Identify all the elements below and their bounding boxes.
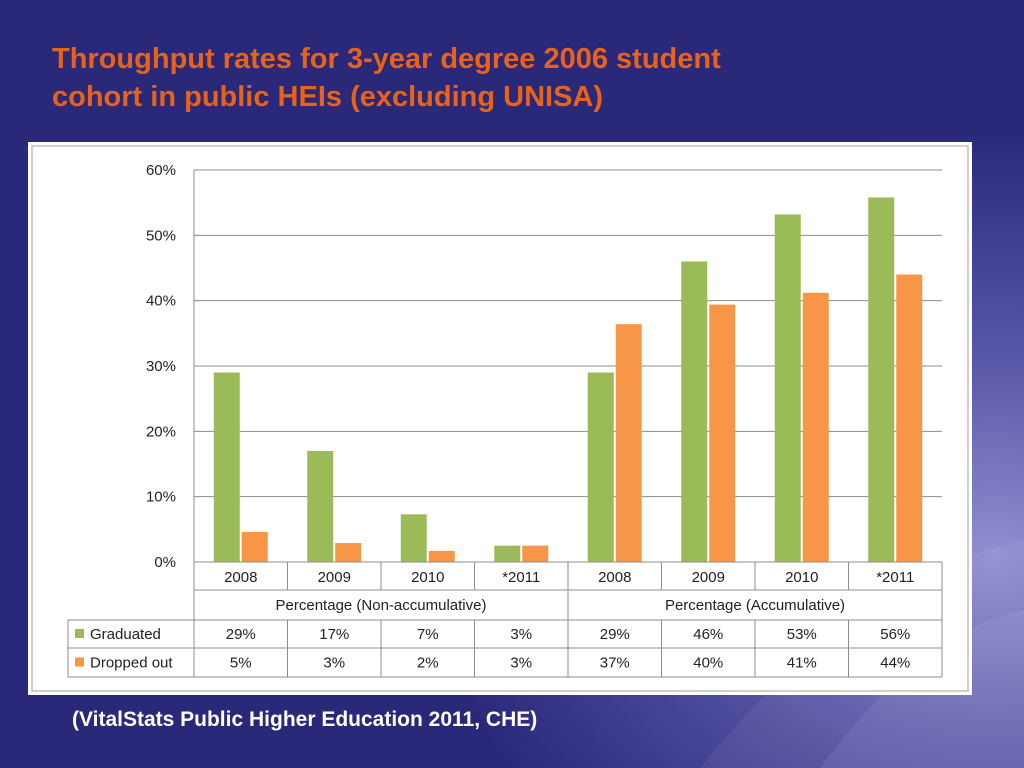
data-label: 2% [417,655,439,672]
bar-graduated [213,372,240,562]
data-label: 37% [600,655,630,672]
y-tick-label: 0% [154,554,176,571]
legend-key-graduated [75,629,84,638]
y-tick-label: 50% [146,227,176,244]
data-label: 7% [417,626,439,643]
y-tick-label: 30% [146,358,176,375]
bar-graduated [587,372,614,562]
bar-dropped-out [709,304,736,562]
title-line-2: cohort in public HEIs (excluding UNISA) [52,81,604,113]
chart: 0% 10% 20% 30% 40% 50% 60% 2008 2009 2010 *2011 200… [31,145,969,692]
chart-frame [31,145,969,692]
data-label: 29% [226,626,256,643]
bar-dropped-out [896,274,923,562]
title-line-1: Throughput rates for 3-year degree 2006 … [52,43,721,75]
legend-label: Graduated [90,626,161,643]
bar-graduated [774,214,801,562]
data-label: 17% [319,626,349,643]
legend-key-dropped-out [75,657,84,667]
legend-label: Dropped out [90,655,173,672]
data-label: 56% [880,626,910,643]
chart-panel: 0% 10% 20% 30% 40% 50% 60% 2008 2009 2010 *2011 200… [28,142,972,695]
data-label: 3% [323,655,345,672]
bar-graduated [868,197,895,562]
slide-title: Throughput rates for 3-year degree 2006 … [52,40,912,116]
bar-graduated [681,261,708,562]
bar-dropped-out [428,550,455,562]
category-label: 2008 [224,569,257,586]
bar-dropped-out [241,531,268,562]
data-label: 46% [693,626,723,643]
category-label: 2010 [785,569,818,586]
bar-graduated [307,450,334,562]
data-label: 5% [230,655,252,672]
bar-dropped-out [335,543,362,562]
group-label: Percentage (Non-accumulative) [276,597,487,614]
bar-graduated [494,545,521,562]
category-label: 2008 [598,569,631,586]
y-tick-label: 20% [146,423,176,440]
data-label: 3% [510,626,532,643]
bar-graduated [400,514,427,562]
y-tick-label: 60% [146,162,176,179]
data-label: 44% [880,655,910,672]
bar-dropped-out [522,545,549,562]
data-label: 40% [693,655,723,672]
source-citation: (VitalStats Public Higher Education 2011… [72,708,538,731]
bar-dropped-out [802,292,829,562]
y-tick-label: 40% [146,293,176,310]
data-label: 29% [600,626,630,643]
bar-dropped-out [615,324,642,562]
category-label: *2011 [502,569,540,586]
category-label: *2011 [876,569,914,586]
category-label: 2009 [318,569,351,586]
category-label: 2009 [692,569,725,586]
category-label: 2010 [411,569,444,586]
group-label: Percentage (Accumulative) [665,597,845,614]
data-label: 3% [510,655,532,672]
data-label: 53% [787,626,817,643]
data-label: 41% [787,655,817,672]
y-tick-label: 10% [146,489,176,506]
